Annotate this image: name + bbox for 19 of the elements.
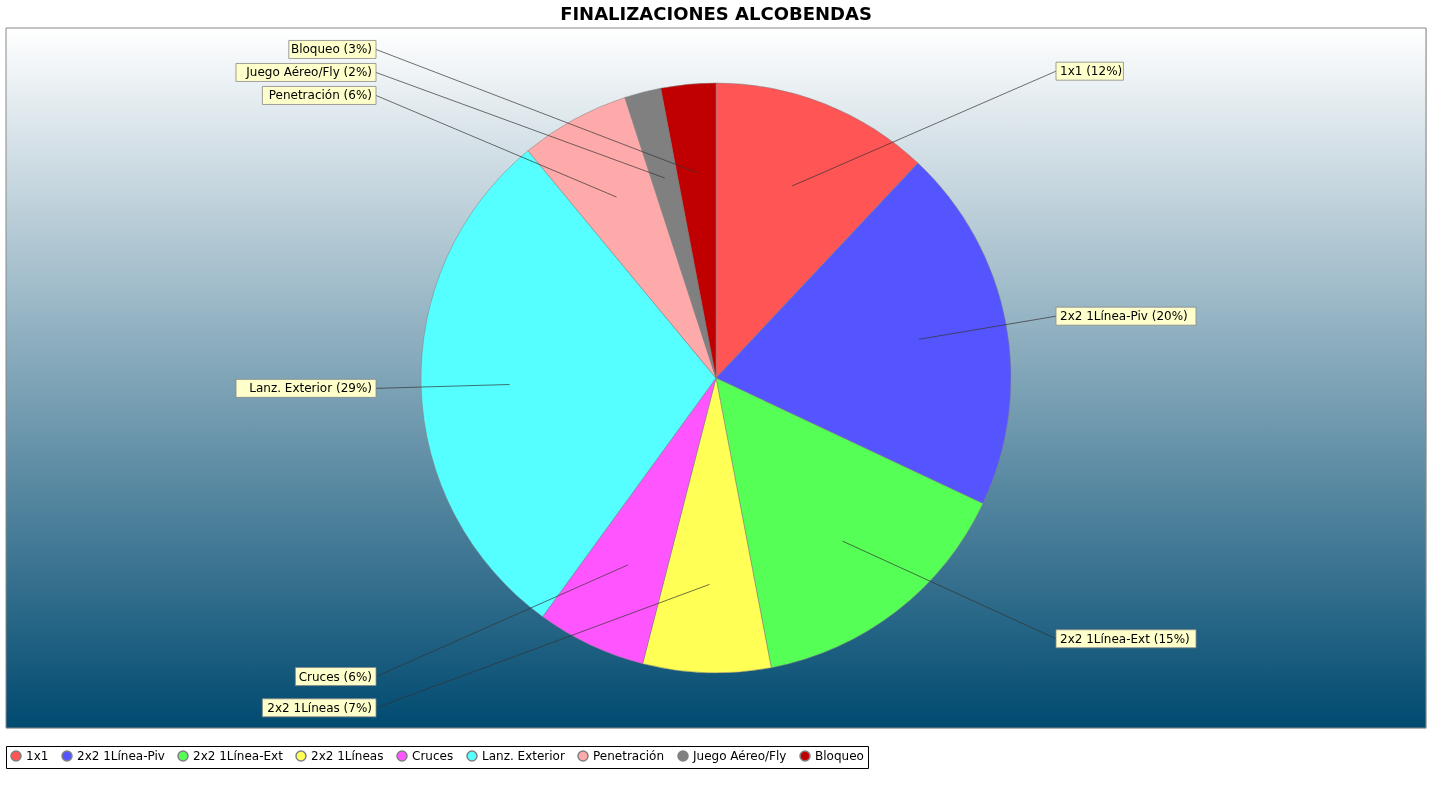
legend-label: Juego Aéreo/Fly [692,749,787,763]
data-label: 1x1 (12%) [1060,64,1123,79]
legend-label: Penetración [593,749,665,763]
legend-label: 1x1 [26,749,49,763]
legend-label: 2x2 1Línea-Ext [193,749,284,763]
data-label: 2x2 1Línea-Ext (15%) [1060,631,1190,646]
legend-label: Lanz. Exterior [482,749,565,763]
data-label: Bloqueo (3%) [290,42,372,57]
legend-label: 2x2 1Líneas [311,749,384,763]
data-label: 2x2 1Líneas (7%) [267,700,372,715]
legend-label: 2x2 1Línea-Piv [77,749,165,763]
data-label: Lanz. Exterior (29%) [249,381,372,396]
legend-label: Cruces [412,749,454,763]
data-label: Cruces (6%) [298,669,372,684]
data-label: Juego Aéreo/Fly (2%) [245,65,372,80]
chart-title: FINALIZACIONES ALCOBENDAS [560,2,872,24]
data-label: Penetración (6%) [268,88,372,103]
data-label: 2x2 1Línea-Piv (20%) [1060,309,1188,324]
legend-label: Bloqueo [815,749,864,763]
